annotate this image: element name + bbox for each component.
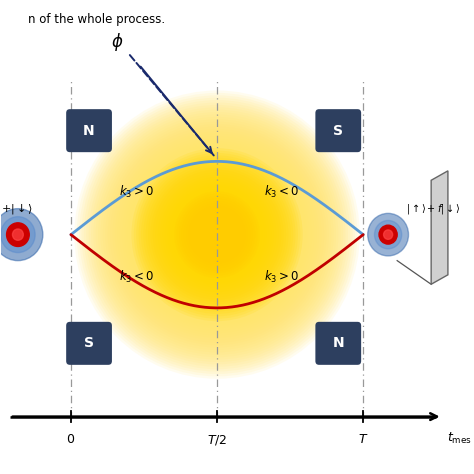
Ellipse shape (150, 167, 283, 302)
Ellipse shape (172, 189, 262, 280)
Text: $\phi$: $\phi$ (110, 31, 123, 53)
Ellipse shape (205, 223, 229, 246)
Ellipse shape (212, 230, 222, 239)
Ellipse shape (112, 129, 322, 340)
FancyBboxPatch shape (315, 109, 361, 152)
Ellipse shape (100, 117, 334, 352)
Ellipse shape (155, 172, 279, 297)
Ellipse shape (74, 91, 360, 379)
Circle shape (379, 225, 397, 244)
Ellipse shape (148, 165, 286, 304)
Circle shape (7, 223, 29, 246)
Circle shape (12, 229, 23, 240)
Text: n of the whole process.: n of the whole process. (28, 12, 165, 26)
Text: $k_3 < 0$: $k_3 < 0$ (119, 269, 155, 285)
Ellipse shape (177, 194, 257, 275)
FancyBboxPatch shape (66, 322, 112, 365)
Ellipse shape (98, 115, 336, 355)
Text: N: N (332, 337, 344, 350)
Text: S: S (84, 337, 94, 350)
Ellipse shape (191, 208, 243, 261)
Ellipse shape (182, 199, 253, 271)
Ellipse shape (201, 218, 234, 251)
Ellipse shape (157, 174, 276, 295)
Ellipse shape (210, 228, 224, 242)
Ellipse shape (110, 127, 324, 343)
Ellipse shape (198, 215, 236, 254)
Ellipse shape (82, 98, 353, 372)
Ellipse shape (196, 213, 238, 256)
FancyBboxPatch shape (66, 109, 112, 152)
Ellipse shape (174, 191, 260, 278)
Ellipse shape (115, 131, 319, 338)
Ellipse shape (203, 220, 231, 249)
Text: $k_3 > 0$: $k_3 > 0$ (119, 184, 155, 200)
Ellipse shape (119, 136, 315, 333)
Ellipse shape (89, 105, 346, 365)
Ellipse shape (127, 143, 308, 326)
Ellipse shape (208, 225, 227, 244)
Text: $k_3 > 0$: $k_3 > 0$ (264, 269, 300, 285)
Text: $k_3 < 0$: $k_3 < 0$ (264, 184, 300, 200)
Ellipse shape (77, 93, 357, 376)
Ellipse shape (129, 146, 305, 324)
Ellipse shape (189, 206, 246, 264)
Text: $T/2$: $T/2$ (207, 433, 227, 447)
Ellipse shape (138, 155, 296, 314)
Circle shape (0, 209, 43, 261)
Circle shape (368, 213, 409, 256)
Ellipse shape (146, 163, 288, 307)
FancyBboxPatch shape (315, 322, 361, 365)
Ellipse shape (143, 160, 291, 309)
Ellipse shape (160, 177, 274, 292)
Text: $+|\downarrow\rangle$: $+|\downarrow\rangle$ (0, 201, 33, 216)
Ellipse shape (131, 148, 303, 321)
Ellipse shape (170, 187, 264, 283)
Ellipse shape (184, 201, 250, 268)
Text: S: S (333, 124, 343, 137)
Ellipse shape (103, 119, 331, 350)
Ellipse shape (215, 232, 219, 237)
Ellipse shape (91, 107, 343, 362)
Ellipse shape (165, 182, 269, 288)
Text: $T$: $T$ (358, 433, 368, 446)
Ellipse shape (186, 203, 248, 266)
Ellipse shape (84, 100, 350, 369)
Ellipse shape (122, 138, 312, 331)
Ellipse shape (193, 210, 241, 259)
Ellipse shape (162, 179, 272, 290)
Ellipse shape (79, 95, 355, 374)
Ellipse shape (108, 124, 327, 345)
Text: $t_{\mathrm{mes}}$: $t_{\mathrm{mes}}$ (447, 431, 472, 446)
Ellipse shape (141, 158, 293, 311)
Ellipse shape (124, 141, 310, 328)
Ellipse shape (96, 112, 338, 357)
Ellipse shape (93, 109, 341, 360)
Text: $|\uparrow\rangle + f|\downarrow\rangle$: $|\uparrow\rangle + f|\downarrow\rangle$ (406, 201, 461, 216)
Ellipse shape (167, 184, 267, 285)
Circle shape (0, 217, 35, 253)
Ellipse shape (105, 122, 329, 347)
Text: N: N (83, 124, 95, 137)
Ellipse shape (134, 151, 301, 319)
Ellipse shape (179, 196, 255, 273)
Ellipse shape (117, 134, 317, 336)
Circle shape (383, 230, 392, 239)
Circle shape (374, 220, 401, 249)
Ellipse shape (153, 170, 281, 300)
Ellipse shape (86, 102, 348, 367)
Ellipse shape (136, 153, 298, 316)
Polygon shape (431, 171, 448, 284)
Text: $0$: $0$ (66, 433, 75, 446)
